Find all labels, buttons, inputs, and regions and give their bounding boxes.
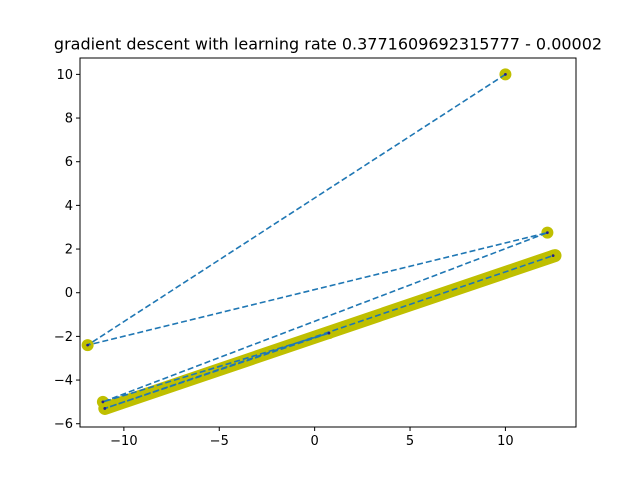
x-tick-label: 10 bbox=[497, 434, 514, 449]
descent-path-line bbox=[87, 73, 554, 410]
y-tick-label: 4 bbox=[65, 199, 73, 214]
data-point-center bbox=[545, 231, 549, 235]
data-point-center bbox=[86, 343, 90, 347]
y-tick-label: −2 bbox=[54, 330, 73, 345]
x-tick-label: −10 bbox=[110, 434, 137, 449]
y-tick-label: 0 bbox=[65, 286, 73, 301]
y-tick-label: −6 bbox=[54, 417, 73, 432]
y-axis: −6 −4 −2 0 2 4 6 8 10 bbox=[54, 68, 80, 432]
x-tick-label: 0 bbox=[311, 434, 319, 449]
y-tick-label: −4 bbox=[54, 374, 73, 389]
data-point-center bbox=[327, 331, 331, 335]
data-point-center bbox=[103, 407, 107, 410]
chart-title: gradient descent with learning rate 0.37… bbox=[54, 35, 602, 54]
y-tick-label: 6 bbox=[65, 155, 73, 170]
data-point-center bbox=[504, 72, 507, 76]
y-tick-label: 10 bbox=[56, 68, 73, 83]
y-tick-label: 8 bbox=[65, 112, 73, 127]
plot-frame bbox=[79, 57, 577, 428]
x-tick-label: −5 bbox=[210, 434, 229, 449]
x-axis: −10 −5 0 5 10 bbox=[110, 427, 514, 449]
plot-marks bbox=[81, 68, 562, 415]
data-point-center bbox=[101, 400, 105, 404]
data-point-center bbox=[551, 254, 555, 258]
x-tick-label: 5 bbox=[406, 434, 414, 449]
y-tick-label: 2 bbox=[65, 243, 73, 258]
